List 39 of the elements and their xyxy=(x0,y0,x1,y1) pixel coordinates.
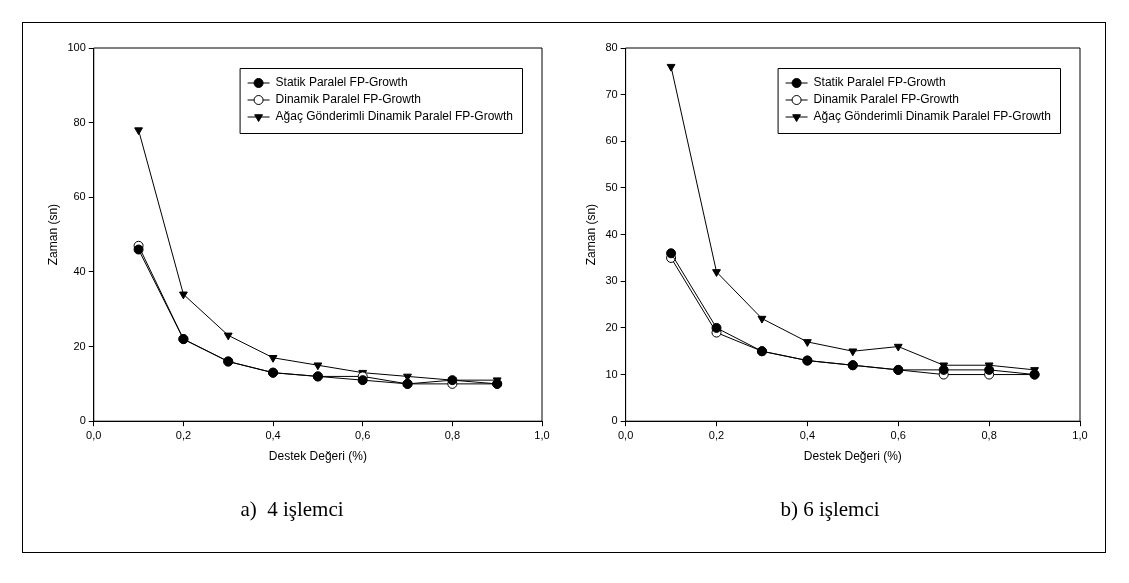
y-tick-label: 0 xyxy=(611,414,618,427)
x-tick-label: 0,2 xyxy=(708,428,725,441)
legend-label: Statik Paralel FP-Growth xyxy=(275,75,408,90)
x-tick-label: 0,0 xyxy=(86,428,102,441)
x-tick-label: 1,0 xyxy=(1072,428,1088,441)
legend-label: Ağaç Gönderimli Dinamik Paralel FP-Growth xyxy=(813,109,1052,124)
y-tick-label: 30 xyxy=(605,274,618,287)
y-tick-label: 20 xyxy=(605,320,618,333)
text: b) 6 işlemci xyxy=(780,496,880,521)
y-tick-label: 80 xyxy=(73,115,86,128)
x-axis-title: Destek Değeri (%) xyxy=(803,448,902,463)
legend-label: Dinamik Paralel FP-Growth xyxy=(275,92,421,107)
x-tick-label: 0,4 xyxy=(799,428,816,441)
x-axis-title: Destek Değeri (%) xyxy=(268,448,367,463)
y-tick-label: 70 xyxy=(605,87,618,100)
y-tick-label: 40 xyxy=(73,264,86,277)
x-tick-label: 0,4 xyxy=(265,428,281,441)
y-tick-label: 60 xyxy=(605,134,618,147)
y-tick-label: 40 xyxy=(605,227,618,240)
y-tick-label: 20 xyxy=(73,339,86,352)
x-tick-label: 0,6 xyxy=(890,428,906,441)
legend-label: Statik Paralel FP-Growth xyxy=(813,75,946,90)
x-tick-label: 0,0 xyxy=(617,428,634,441)
y-tick-label: 100 xyxy=(67,41,86,54)
text: a) 4 işlemci xyxy=(240,496,344,521)
y-tick-label: 50 xyxy=(605,180,618,193)
y-tick-label: 80 xyxy=(605,41,618,54)
y-axis-title: Zaman (sn) xyxy=(583,203,598,266)
y-tick-label: 0 xyxy=(79,414,86,427)
x-tick-label: 0,8 xyxy=(981,428,997,441)
y-tick-label: 10 xyxy=(605,367,618,380)
y-tick-label: 60 xyxy=(73,190,86,203)
x-tick-label: 0,8 xyxy=(444,428,460,441)
legend-label: Dinamik Paralel FP-Growth xyxy=(813,92,959,107)
x-tick-label: 0,2 xyxy=(175,428,192,441)
x-tick-label: 0,6 xyxy=(355,428,371,441)
x-tick-label: 1,0 xyxy=(534,428,550,441)
y-axis-title: Zaman (sn) xyxy=(45,203,60,266)
legend-label: Ağaç Gönderimli Dinamik Paralel FP-Growth xyxy=(275,109,514,124)
